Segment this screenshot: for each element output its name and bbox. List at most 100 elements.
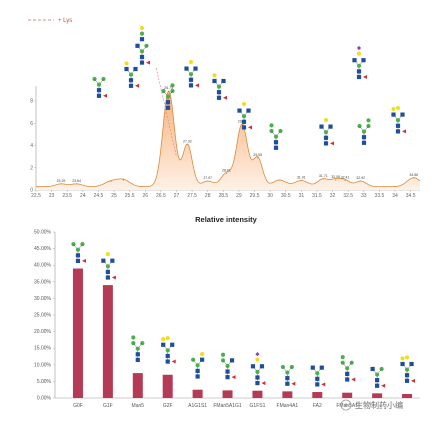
x-tick-label: 29.5 xyxy=(250,193,260,199)
y-tick-label: 45.00% xyxy=(34,246,52,252)
peak-point xyxy=(122,179,125,181)
x-tick-label: 30 xyxy=(267,193,273,199)
mannose-circle-icon xyxy=(170,83,175,88)
category-label: G1F xyxy=(103,403,113,409)
fucose-triangle-icon xyxy=(381,383,386,388)
watermark: 生物制药小编 xyxy=(340,399,403,411)
mannose-circle-icon xyxy=(96,82,102,87)
peak-point xyxy=(300,179,302,182)
y-tick-label: 10.00% xyxy=(34,362,52,368)
fucose-triangle-icon xyxy=(231,375,236,380)
galactose-circle-icon xyxy=(105,252,110,257)
category-label: A1G1S1 xyxy=(188,403,207,409)
fucose-triangle-icon xyxy=(111,275,116,280)
peak-label: 27.97 xyxy=(203,176,212,180)
y-tick-label: 25.00% xyxy=(34,313,52,319)
fucose-triangle-icon xyxy=(195,83,199,88)
y-tick-label: 40.00% xyxy=(34,263,52,269)
peak-label: 23.84 xyxy=(72,179,81,183)
glycan-structure-icon xyxy=(131,335,145,362)
bar xyxy=(192,389,203,398)
fucose-triangle-icon xyxy=(146,60,150,65)
glcnac-square-icon xyxy=(285,381,290,386)
mannose-circle-icon xyxy=(225,363,230,369)
glycan-structure-icon xyxy=(352,45,367,80)
fucose-triangle-icon xyxy=(103,93,107,98)
bar xyxy=(222,390,233,398)
glycan-structure-icon xyxy=(124,61,139,88)
mannose-circle-icon xyxy=(131,335,136,340)
x-tick-label: 26 xyxy=(142,193,148,199)
legend-label: + Lys xyxy=(58,18,72,24)
mannose-circle-icon xyxy=(135,346,140,351)
x-tick-label: 30.5 xyxy=(281,193,291,199)
mannose-circle-icon xyxy=(345,366,350,371)
x-tick-label: 25.5 xyxy=(125,193,135,199)
watermark-text: 生物制药小编 xyxy=(355,400,403,410)
fucose-triangle-icon xyxy=(171,359,176,364)
glcnac-square-icon xyxy=(135,352,140,357)
mannose-circle-icon xyxy=(75,247,81,252)
glcnac-square-icon xyxy=(105,275,110,280)
glcnac-square-icon xyxy=(195,368,200,373)
x-tick-label: 23.5 xyxy=(62,193,72,199)
peak-label: 32.41 xyxy=(341,176,350,180)
glcnac-square-icon xyxy=(225,375,230,380)
bar xyxy=(252,390,263,398)
peak-label: 29.65 xyxy=(253,153,262,157)
peak-point xyxy=(60,183,62,185)
galactose-circle-icon xyxy=(161,337,166,342)
galactose-circle-icon xyxy=(404,355,410,360)
x-tick-label: 32 xyxy=(330,193,336,199)
bar xyxy=(312,392,323,398)
peak-point xyxy=(168,90,170,92)
mannose-circle-icon xyxy=(375,372,380,377)
glycan-structure-icon xyxy=(250,351,266,386)
glcnac-square-icon xyxy=(165,353,170,359)
peak-point xyxy=(413,177,415,179)
x-tick-label: 23 xyxy=(49,193,55,199)
glcnac-square-icon xyxy=(361,135,367,140)
glycan-structure-icon xyxy=(310,365,326,387)
x-tick-label: 27 xyxy=(174,193,180,199)
category-label: G1FS1 xyxy=(250,403,266,409)
galactose-circle-icon xyxy=(400,356,405,361)
x-tick-label: 24 xyxy=(80,193,86,199)
category-label: FMan5A1 xyxy=(336,403,358,409)
peak-point xyxy=(322,178,324,180)
y-tick-label: 4 xyxy=(30,143,33,149)
glcnac-square-icon xyxy=(395,129,401,134)
mannose-circle-icon xyxy=(255,369,260,374)
y-tick-label: 50.00% xyxy=(34,230,52,236)
peak-label: 32.92 xyxy=(356,176,365,180)
glycan-structure-icon xyxy=(340,354,356,382)
lys-dashed-line xyxy=(155,67,177,157)
mannose-circle-icon xyxy=(188,72,194,77)
peak-label: 28.61 xyxy=(222,168,231,172)
peak-point xyxy=(75,183,78,185)
glcnac-square-icon xyxy=(255,380,260,386)
x-tick-label: 34 xyxy=(392,193,398,199)
glcnac-square-icon xyxy=(319,365,324,370)
mannose-circle-icon xyxy=(220,358,226,363)
galactose-circle-icon xyxy=(241,101,247,107)
peak-point xyxy=(225,172,228,174)
glcnac-square-icon xyxy=(75,253,81,258)
galactose-circle-icon xyxy=(255,357,260,362)
relative-intensity-chart: Relative intensity 0.00% 5.00% 10.00% 15.00%… xyxy=(34,215,420,409)
glcnac-square-icon xyxy=(375,378,380,383)
category-label: G0F xyxy=(73,403,83,409)
glcnac-square-icon xyxy=(216,95,222,100)
y-tick-label: 20.00% xyxy=(34,329,52,335)
bar xyxy=(102,285,113,398)
glcnac-square-icon xyxy=(75,258,81,264)
x-tick-label: 27.5 xyxy=(187,193,197,199)
glcnac-square-icon xyxy=(375,383,380,388)
bar xyxy=(372,393,383,398)
fucose-triangle-icon xyxy=(291,381,296,386)
x-tick-label: 28.5 xyxy=(218,193,228,199)
mannose-circle-icon xyxy=(404,367,410,372)
category-label: FMan5A1G1 xyxy=(213,403,242,409)
glcnac-square-icon xyxy=(188,77,194,82)
